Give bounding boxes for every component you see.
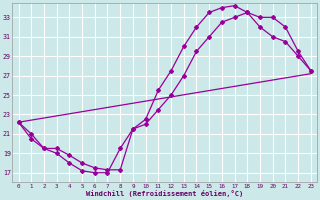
X-axis label: Windchill (Refroidissement éolien,°C): Windchill (Refroidissement éolien,°C) [86,190,243,197]
